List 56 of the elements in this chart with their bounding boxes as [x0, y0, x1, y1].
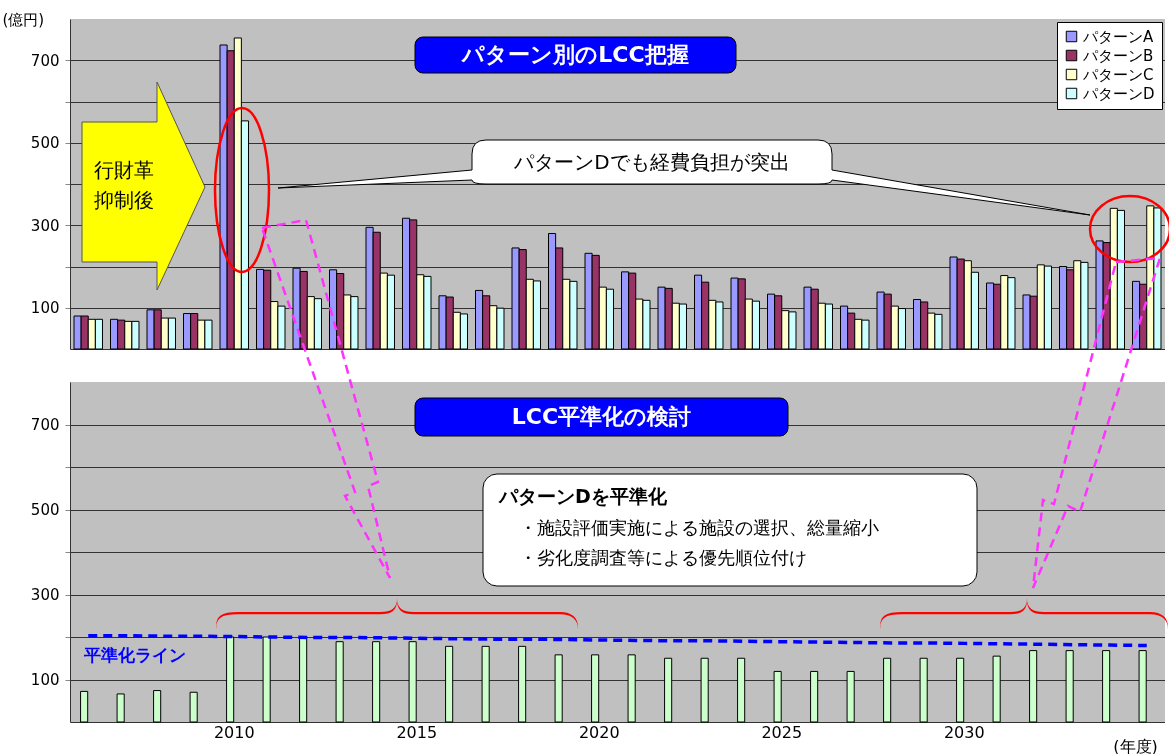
y-tick-label: 700 [30, 416, 60, 434]
y-tick-label: 300 [30, 586, 60, 604]
bar [700, 657, 709, 723]
y-tick-label: 100 [30, 671, 60, 689]
bar [481, 645, 490, 723]
x-tick-label: 2025 [761, 722, 803, 742]
bar [299, 636, 308, 723]
y-axis-title: (億円) [2, 10, 45, 29]
y-tick-label: 100 [30, 299, 60, 318]
series-label: 平準化ライン [83, 644, 187, 665]
bar [518, 645, 527, 723]
bar [262, 636, 271, 723]
legend-label: パターンA [1082, 27, 1154, 46]
legend-label: パターンD [1082, 84, 1155, 103]
bar [116, 693, 125, 723]
bar [1029, 650, 1038, 723]
bar [1102, 650, 1111, 723]
y-tick-label: 500 [30, 501, 60, 519]
bar [919, 657, 928, 723]
annotation: パターンDを平準化 [499, 484, 667, 509]
bar [956, 657, 965, 723]
y-tick-label: 500 [30, 134, 60, 153]
annotation: 行財革抑制後 [93, 157, 155, 214]
bar [153, 690, 162, 723]
bar [846, 670, 855, 723]
x-tick-label: 2020 [578, 722, 620, 742]
bar [1138, 650, 1147, 723]
annotation: ・施設評価実施による施設の選択、総量縮小 [519, 516, 879, 540]
bar [554, 654, 563, 723]
bar [80, 690, 89, 723]
y-tick-label: 300 [30, 216, 60, 235]
bar [627, 654, 636, 723]
x-tick-label: 2015 [396, 722, 438, 742]
x-tick-label: 2030 [943, 722, 985, 742]
line-series [86, 633, 1149, 648]
bar [335, 641, 344, 723]
bar [664, 657, 673, 723]
bar [737, 657, 746, 723]
bar [810, 670, 819, 723]
bar [408, 641, 417, 723]
y-tick-label: 700 [30, 51, 60, 70]
bar [226, 636, 235, 723]
bar [591, 654, 600, 723]
bar [445, 645, 454, 723]
bar [189, 691, 198, 723]
legend-label: パターンC [1082, 65, 1154, 84]
annotation: パターンDでも経費負担が突出 [513, 148, 791, 176]
bar [372, 641, 381, 723]
annotation: ・劣化度調査等による優先順位付け [519, 546, 807, 570]
x-axis-title: (年度) [1113, 736, 1158, 756]
bar [1065, 650, 1074, 723]
x-tick-label: 2010 [213, 722, 255, 742]
legend-label: パターンB [1082, 46, 1154, 65]
bar [883, 657, 892, 723]
bar [992, 655, 1001, 723]
bar [773, 670, 782, 723]
